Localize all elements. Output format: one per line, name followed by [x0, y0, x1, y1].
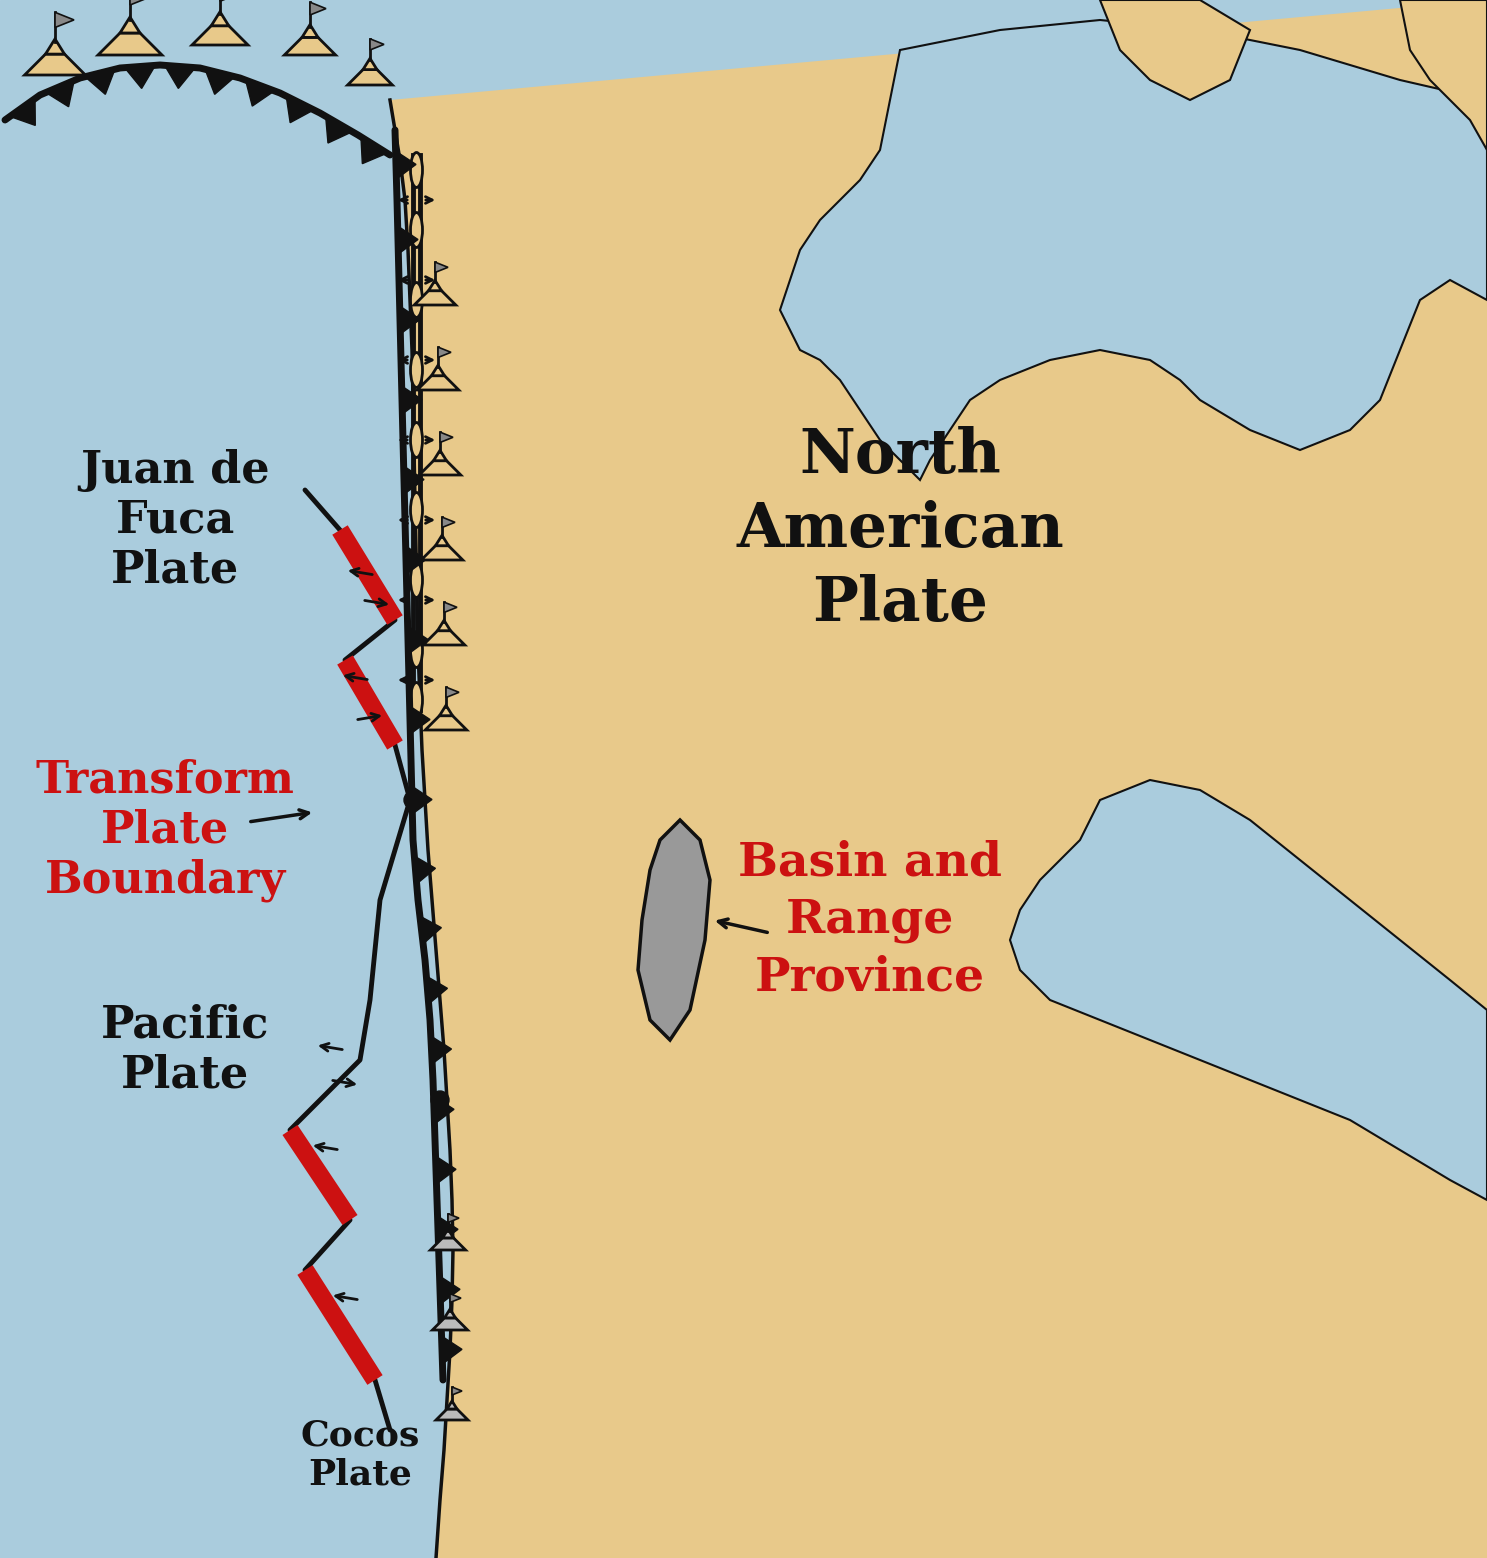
Polygon shape — [638, 820, 709, 1041]
Polygon shape — [425, 715, 467, 731]
Polygon shape — [245, 79, 275, 106]
Polygon shape — [129, 0, 150, 5]
Polygon shape — [406, 545, 425, 573]
Polygon shape — [165, 65, 195, 89]
Polygon shape — [286, 97, 314, 123]
Polygon shape — [424, 631, 465, 645]
Polygon shape — [98, 33, 162, 55]
Polygon shape — [85, 69, 114, 95]
Polygon shape — [309, 2, 326, 16]
Polygon shape — [415, 855, 436, 883]
Polygon shape — [401, 386, 422, 414]
Text: Basin and
Range
Province: Basin and Range Province — [738, 840, 1002, 1000]
Polygon shape — [439, 347, 451, 357]
Polygon shape — [781, 20, 1487, 480]
Polygon shape — [418, 375, 459, 390]
Polygon shape — [10, 98, 36, 125]
Polygon shape — [284, 37, 336, 55]
Polygon shape — [440, 1276, 459, 1304]
Text: North
American
Plate: North American Plate — [736, 425, 1063, 634]
Polygon shape — [1010, 781, 1487, 1200]
Ellipse shape — [410, 682, 422, 718]
Polygon shape — [451, 1293, 461, 1302]
Polygon shape — [397, 226, 418, 254]
Polygon shape — [55, 12, 74, 28]
Ellipse shape — [410, 282, 422, 318]
Polygon shape — [448, 1214, 459, 1223]
Ellipse shape — [410, 422, 422, 458]
Polygon shape — [428, 280, 442, 291]
Polygon shape — [25, 55, 85, 75]
Polygon shape — [192, 26, 248, 45]
Polygon shape — [407, 626, 428, 654]
Polygon shape — [1100, 0, 1251, 100]
Polygon shape — [125, 65, 155, 89]
Polygon shape — [415, 291, 457, 305]
Polygon shape — [446, 687, 459, 698]
Polygon shape — [431, 365, 445, 375]
Polygon shape — [400, 305, 419, 333]
Polygon shape — [431, 1036, 452, 1064]
Polygon shape — [436, 1408, 468, 1419]
Polygon shape — [437, 1215, 458, 1243]
Ellipse shape — [410, 153, 422, 187]
Polygon shape — [434, 450, 446, 461]
Polygon shape — [396, 151, 416, 179]
Polygon shape — [326, 117, 352, 143]
Polygon shape — [361, 137, 387, 164]
Polygon shape — [46, 39, 64, 55]
Polygon shape — [440, 706, 452, 715]
Polygon shape — [421, 545, 462, 559]
Ellipse shape — [410, 562, 422, 598]
Text: Juan de
Fuca
Plate: Juan de Fuca Plate — [80, 449, 269, 592]
Circle shape — [431, 1091, 449, 1109]
Polygon shape — [443, 1229, 454, 1239]
Polygon shape — [442, 517, 455, 528]
Polygon shape — [448, 1401, 457, 1408]
Ellipse shape — [410, 492, 422, 528]
Polygon shape — [419, 916, 442, 944]
Polygon shape — [436, 262, 448, 273]
Polygon shape — [427, 975, 448, 1003]
Polygon shape — [445, 601, 457, 612]
Text: Transform
Plate
Boundary: Transform Plate Boundary — [36, 759, 294, 902]
Polygon shape — [440, 432, 454, 442]
Text: Pacific
Plate: Pacific Plate — [101, 1003, 269, 1097]
Polygon shape — [46, 81, 74, 108]
Polygon shape — [403, 466, 424, 494]
Polygon shape — [436, 536, 449, 545]
Polygon shape — [445, 1309, 455, 1318]
Polygon shape — [363, 58, 378, 70]
Polygon shape — [434, 1095, 454, 1123]
Polygon shape — [412, 785, 433, 813]
Polygon shape — [409, 706, 430, 734]
Polygon shape — [437, 620, 451, 631]
Polygon shape — [370, 39, 384, 50]
Polygon shape — [419, 461, 461, 475]
Ellipse shape — [410, 352, 422, 388]
Text: Cocos
Plate: Cocos Plate — [300, 1418, 419, 1491]
Circle shape — [404, 791, 422, 809]
Ellipse shape — [410, 212, 422, 248]
Polygon shape — [1399, 0, 1487, 150]
Polygon shape — [430, 1239, 465, 1250]
Polygon shape — [452, 1387, 462, 1394]
Polygon shape — [205, 69, 235, 95]
Polygon shape — [302, 25, 318, 37]
Polygon shape — [120, 17, 140, 33]
Polygon shape — [211, 12, 229, 26]
Polygon shape — [390, 0, 1487, 1558]
Polygon shape — [436, 1156, 457, 1184]
Ellipse shape — [410, 633, 422, 667]
Polygon shape — [442, 1337, 462, 1363]
Polygon shape — [348, 70, 393, 86]
Polygon shape — [433, 1318, 467, 1331]
